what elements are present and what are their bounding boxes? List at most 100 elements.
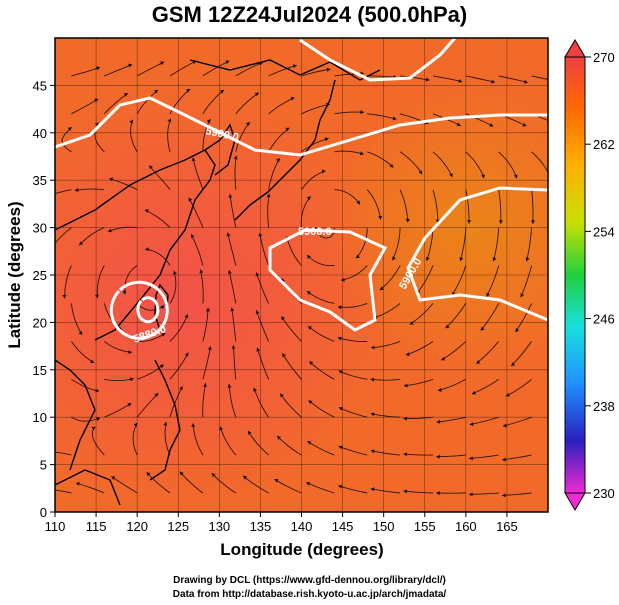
streamline-arrow-122 (370, 412, 375, 417)
streamline-arrow-55 (188, 197, 193, 202)
streamline-91 (300, 196, 312, 228)
streamline-171 (505, 378, 532, 397)
streamline-arrow-74 (253, 387, 257, 392)
streamline-arrow-48 (179, 471, 184, 476)
coastline-japan (234, 79, 336, 221)
streamline-arrow-26 (154, 393, 159, 398)
streamline-60 (211, 472, 237, 494)
streamline-80 (268, 158, 281, 190)
streamline-3 (71, 378, 100, 392)
streamline-18 (96, 265, 105, 299)
streamline-arrow-97 (307, 441, 312, 445)
streamline-arrow-30 (122, 290, 127, 295)
streamline-82 (268, 97, 295, 115)
coastline-china (55, 149, 216, 341)
streamline-26 (136, 392, 159, 418)
streamline-102 (306, 254, 335, 267)
colorbar-tick-label-1: 262 (593, 137, 615, 152)
x-tick-label-3: 125 (167, 519, 189, 534)
streamline-arrow-75 (256, 347, 261, 352)
streamline-155 (465, 75, 496, 83)
streamline-1 (55, 451, 72, 456)
streamline-58 (202, 89, 225, 115)
streamline-arrow-18 (94, 294, 99, 298)
streamline-arrow-77 (255, 272, 260, 277)
streamline-2 (71, 416, 101, 422)
x-tick-label-10: 160 (455, 519, 477, 534)
streamline-62 (228, 384, 237, 418)
streamline-arrow-7 (50, 247, 54, 251)
streamline-arrow-115 (356, 254, 360, 259)
streamline-arrow-8 (43, 195, 47, 199)
streamline-136 (405, 341, 434, 356)
streamline-arrow-11 (96, 66, 101, 71)
streamline-61 (219, 426, 237, 456)
streamline-161 (480, 303, 500, 331)
streamline-117 (367, 151, 394, 168)
streamline-118 (367, 113, 397, 120)
streamline-arrow-170 (503, 423, 507, 428)
streamline-arrow-110 (338, 406, 343, 411)
streamline-85 (276, 435, 302, 456)
streamline-152 (465, 189, 470, 224)
streamline-arrow-159 (472, 390, 476, 395)
streamline-106 (334, 111, 364, 115)
streamline-arrow-166 (522, 122, 527, 127)
streamline-54 (190, 234, 204, 266)
streamline-arrow-25 (133, 422, 138, 427)
streamline-arrow-156 (469, 492, 473, 497)
streamline-65 (228, 270, 237, 304)
streamline-arrow-127 (392, 256, 396, 261)
streamline-arrow-137 (409, 321, 414, 325)
y-axis-label: Latitude (degrees) (5, 201, 24, 348)
streamline-arrow-164 (498, 220, 503, 224)
colorbar-tick-label-4: 238 (593, 399, 615, 414)
streamline-arrow-86 (280, 393, 284, 398)
streamline-29 (136, 303, 165, 311)
streamline-100 (307, 325, 335, 342)
credit-drawing: Drawing by DCL (https://www.gfd-dennou.o… (173, 575, 446, 586)
streamline-10 (71, 98, 99, 115)
streamline-arrow-81 (285, 127, 290, 132)
streamline-arrow-84 (274, 479, 279, 483)
coastline-korea (204, 123, 236, 176)
streamline-arrow-54 (191, 234, 195, 239)
streamline-169 (502, 454, 532, 461)
streamline-arrow-39 (184, 352, 189, 357)
streamline-88 (281, 316, 302, 342)
streamline-77 (255, 272, 270, 304)
streamline-arrow-70 (254, 92, 259, 97)
streamline-arrow-9 (67, 127, 72, 131)
streamline-7 (55, 227, 72, 245)
streamline-32 (109, 178, 138, 191)
streamline-arrow-111 (338, 370, 343, 374)
streamline-arrow-43 (144, 209, 149, 213)
streamline-arrow-37 (163, 422, 168, 426)
wind-streamlines (43, 60, 561, 498)
x-axis-label: Longitude (degrees) (220, 540, 383, 559)
streamline-28 (137, 332, 166, 342)
streamline-44 (148, 165, 171, 190)
streamline-4 (71, 341, 95, 364)
streamline-arrow-157 (469, 456, 473, 461)
streamline-arrow-42 (145, 247, 149, 252)
colorbar-tick-label-2: 254 (593, 224, 615, 239)
streamline-5 (70, 303, 83, 336)
streamline-37 (164, 422, 171, 456)
x-tick-label-1: 115 (86, 519, 107, 534)
streamline-arrow-142 (456, 122, 461, 127)
streamline-arrow-64 (230, 307, 235, 312)
streamline-108 (338, 485, 368, 494)
streamline-arrow-174 (520, 293, 525, 298)
streamline-165 (498, 151, 518, 179)
streamline-111 (338, 370, 368, 380)
streamline-8 (55, 189, 72, 195)
streamline-arrow-179 (557, 80, 561, 84)
streamline-40 (169, 314, 189, 342)
streamline-6 (64, 265, 72, 299)
streamline-20 (74, 188, 105, 191)
streamline-140 (432, 189, 439, 224)
streamline-104 (334, 189, 361, 205)
streamline-23 (104, 63, 133, 77)
streamline-arrow-76 (255, 310, 260, 315)
